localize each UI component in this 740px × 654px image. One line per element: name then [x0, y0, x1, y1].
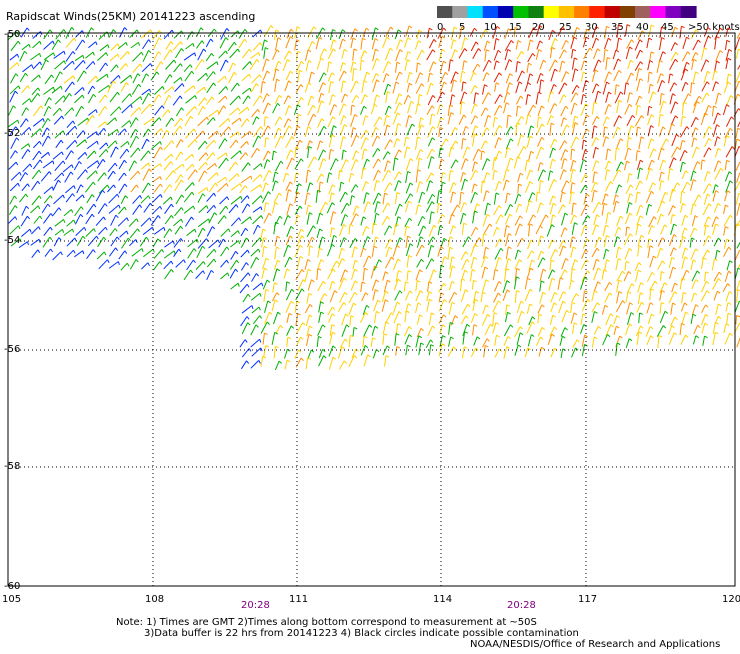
map-title: Rapidscat Winds(25KM) 20141223 ascending: [6, 10, 255, 23]
lon-label: 117: [578, 594, 597, 605]
lon-label: 105: [2, 594, 21, 605]
legend-swatch: [544, 6, 560, 18]
lon-label: 111: [289, 594, 308, 605]
lat-label: -60: [4, 581, 20, 592]
legend-label: >50 knots: [688, 22, 740, 33]
lat-label: -58: [4, 461, 20, 472]
legend-swatch: [513, 6, 529, 18]
lat-label: -56: [4, 344, 20, 355]
lon-label: 120: [722, 594, 740, 605]
credit-line: NOAA/NESDIS/Office of Research and Appli…: [470, 639, 720, 650]
legend-swatch: [589, 6, 605, 18]
legend-swatch: [467, 6, 483, 18]
lat-label: -50: [4, 29, 20, 40]
legend-swatch: [605, 6, 621, 18]
lon-label: 108: [145, 594, 164, 605]
legend-swatch: [559, 6, 575, 18]
legend-swatch: [681, 6, 697, 18]
note-line-1: Note: 1) Times are GMT 2)Times along bot…: [116, 617, 537, 628]
legend-swatch: [437, 6, 453, 18]
legend-swatch: [650, 6, 666, 18]
legend-swatch: [666, 6, 682, 18]
legend-label: 0: [437, 22, 443, 33]
legend-swatch: [483, 6, 499, 18]
lon-label: 114: [433, 594, 452, 605]
legend-swatch: [528, 6, 544, 18]
time-label: 20:28: [507, 600, 536, 611]
lat-label: -52: [4, 128, 20, 139]
legend-swatch: [620, 6, 636, 18]
time-label: 20:28: [241, 600, 270, 611]
note-line-2: 3)Data buffer is 22 hrs from 20141223 4)…: [144, 628, 579, 639]
legend-swatch: [574, 6, 590, 18]
legend-swatch: [498, 6, 514, 18]
legend-swatch: [635, 6, 651, 18]
lat-label: -54: [4, 235, 20, 246]
legend-swatch: [452, 6, 468, 18]
